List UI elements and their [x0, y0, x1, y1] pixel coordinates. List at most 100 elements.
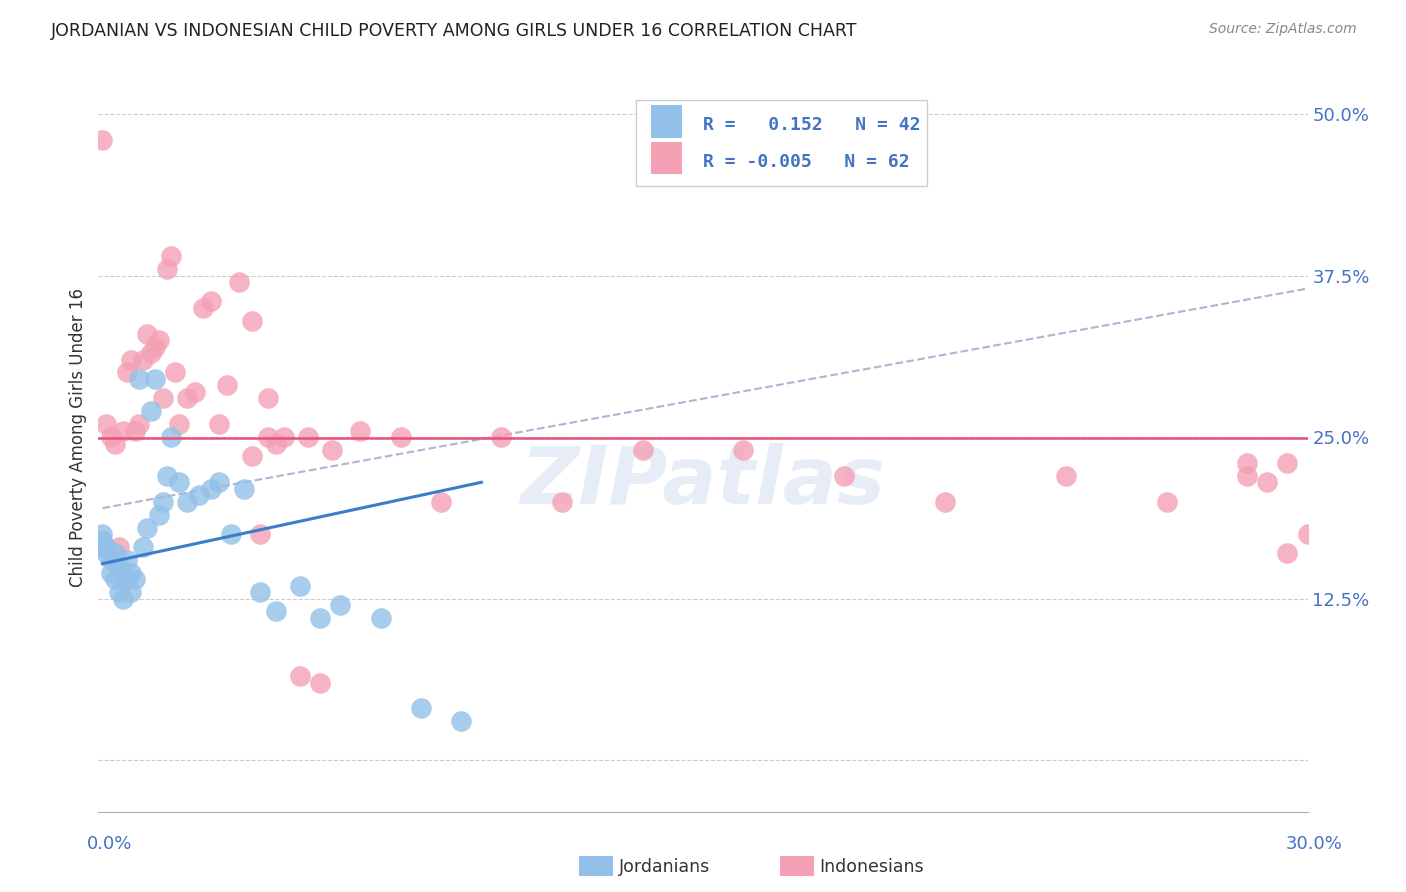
- Point: [100, 566, 122, 580]
- Point: [107, 540, 129, 554]
- Point: [100, 430, 122, 444]
- Point: [115, 572, 138, 586]
- Point: [240, 314, 263, 328]
- Point: [321, 442, 343, 457]
- Point: [143, 340, 166, 354]
- Point: [193, 301, 215, 315]
- Point: [309, 611, 332, 625]
- Point: [139, 404, 162, 418]
- Point: [249, 527, 271, 541]
- Point: [111, 424, 134, 438]
- Point: [139, 346, 162, 360]
- Point: [217, 378, 239, 392]
- Point: [1398, 669, 1406, 683]
- Point: [135, 520, 157, 534]
- Point: [288, 669, 311, 683]
- Point: [160, 249, 183, 263]
- Text: Source: ZipAtlas.com: Source: ZipAtlas.com: [1209, 22, 1357, 37]
- Point: [103, 436, 125, 450]
- Point: [120, 566, 142, 580]
- Point: [91, 540, 114, 554]
- Point: [1296, 527, 1319, 541]
- Point: [240, 450, 263, 464]
- Point: [176, 494, 198, 508]
- Text: JORDANIAN VS INDONESIAN CHILD POVERTY AMONG GIRLS UNDER 16 CORRELATION CHART: JORDANIAN VS INDONESIAN CHILD POVERTY AM…: [51, 22, 858, 40]
- Point: [148, 333, 170, 347]
- Text: R = -0.005   N = 62: R = -0.005 N = 62: [703, 153, 910, 170]
- Point: [1054, 468, 1077, 483]
- Point: [152, 494, 174, 508]
- Point: [232, 482, 254, 496]
- Point: [208, 475, 231, 490]
- Point: [188, 488, 211, 502]
- Point: [221, 527, 243, 541]
- Text: R =   0.152   N = 42: R = 0.152 N = 42: [703, 116, 921, 135]
- Point: [249, 585, 271, 599]
- Point: [91, 527, 114, 541]
- Point: [256, 392, 278, 406]
- Point: [733, 442, 755, 457]
- Point: [1337, 482, 1360, 496]
- Point: [111, 591, 134, 606]
- Point: [128, 372, 150, 386]
- Point: [107, 585, 129, 599]
- Point: [167, 417, 190, 432]
- Point: [103, 572, 125, 586]
- Point: [148, 508, 170, 522]
- Point: [156, 468, 179, 483]
- Point: [329, 598, 352, 612]
- Point: [124, 572, 146, 586]
- Text: 30.0%: 30.0%: [1286, 835, 1343, 853]
- Point: [832, 468, 855, 483]
- Point: [309, 675, 332, 690]
- Point: [208, 417, 231, 432]
- Point: [120, 585, 142, 599]
- Point: [430, 494, 453, 508]
- Point: [1236, 456, 1258, 470]
- Point: [1277, 456, 1299, 470]
- Point: [115, 553, 138, 567]
- Point: [370, 611, 392, 625]
- Text: ZIPatlas: ZIPatlas: [520, 443, 886, 521]
- Point: [1316, 436, 1339, 450]
- FancyBboxPatch shape: [637, 100, 927, 186]
- Text: 0.0%: 0.0%: [87, 835, 132, 853]
- Point: [1156, 494, 1178, 508]
- Point: [96, 540, 118, 554]
- Point: [132, 540, 155, 554]
- Point: [96, 417, 118, 432]
- Point: [1236, 468, 1258, 483]
- Point: [111, 566, 134, 580]
- Point: [273, 430, 295, 444]
- Point: [256, 430, 278, 444]
- Point: [297, 430, 319, 444]
- Point: [184, 384, 207, 399]
- Point: [152, 392, 174, 406]
- Point: [160, 430, 183, 444]
- Point: [107, 559, 129, 574]
- Point: [389, 430, 412, 444]
- Point: [349, 424, 371, 438]
- Point: [450, 714, 472, 729]
- Point: [551, 494, 574, 508]
- Point: [91, 533, 114, 548]
- Point: [100, 553, 122, 567]
- Point: [288, 579, 311, 593]
- Text: Jordanians: Jordanians: [619, 858, 710, 876]
- FancyBboxPatch shape: [651, 105, 682, 138]
- Point: [631, 442, 654, 457]
- Point: [264, 436, 287, 450]
- Point: [143, 372, 166, 386]
- Y-axis label: Child Poverty Among Girls Under 16: Child Poverty Among Girls Under 16: [69, 287, 87, 587]
- Point: [1277, 546, 1299, 560]
- Point: [156, 262, 179, 277]
- Point: [176, 392, 198, 406]
- Point: [103, 546, 125, 560]
- Point: [120, 352, 142, 367]
- Point: [491, 430, 513, 444]
- Point: [128, 417, 150, 432]
- Point: [228, 275, 250, 289]
- Point: [200, 482, 222, 496]
- Point: [91, 133, 114, 147]
- Point: [200, 294, 222, 309]
